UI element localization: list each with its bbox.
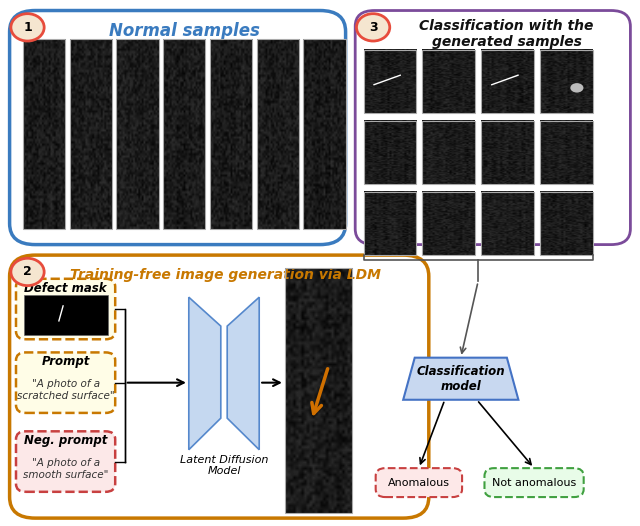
Bar (163, 39, 205, 229)
Text: Prompt: Prompt (42, 356, 90, 368)
Bar (285, 268, 352, 513)
Bar (422, 192, 475, 255)
Text: 3: 3 (369, 21, 378, 34)
Text: Latent Diffusion
Model: Latent Diffusion Model (180, 454, 268, 477)
Text: Classification
model: Classification model (417, 365, 505, 393)
Bar (364, 121, 416, 184)
Text: 1: 1 (23, 21, 32, 34)
Bar (481, 192, 534, 255)
Circle shape (11, 258, 44, 286)
Bar (422, 50, 475, 113)
FancyBboxPatch shape (10, 255, 429, 518)
Polygon shape (403, 358, 518, 400)
Bar (422, 121, 475, 184)
Bar (70, 39, 112, 229)
Text: "A photo of a
scratched surface": "A photo of a scratched surface" (17, 379, 115, 401)
Bar (481, 50, 534, 113)
Bar (364, 50, 416, 113)
Bar (303, 39, 346, 229)
Bar (540, 192, 593, 255)
Text: Neg. prompt: Neg. prompt (24, 434, 108, 447)
Text: Training-free image generation via LDM: Training-free image generation via LDM (70, 268, 381, 282)
Text: Defect mask: Defect mask (24, 282, 107, 295)
Text: Anomalous: Anomalous (388, 478, 450, 488)
Polygon shape (189, 297, 221, 450)
Text: Normal samples: Normal samples (109, 22, 259, 39)
Bar (210, 39, 252, 229)
Bar (24, 295, 108, 335)
Text: Not anomalous: Not anomalous (492, 478, 576, 488)
Bar (540, 50, 593, 113)
Bar (364, 192, 416, 255)
FancyBboxPatch shape (10, 11, 346, 245)
FancyBboxPatch shape (484, 468, 584, 497)
Bar (257, 39, 299, 229)
Text: 2: 2 (23, 266, 32, 278)
Text: Classification with the
generated samples: Classification with the generated sample… (419, 19, 594, 49)
Bar (540, 121, 593, 184)
Bar (23, 39, 65, 229)
FancyBboxPatch shape (16, 431, 115, 492)
FancyBboxPatch shape (16, 279, 115, 339)
FancyBboxPatch shape (355, 11, 630, 245)
Polygon shape (227, 297, 259, 450)
Ellipse shape (570, 83, 584, 93)
FancyBboxPatch shape (16, 352, 115, 413)
Bar (481, 121, 534, 184)
Circle shape (11, 14, 44, 41)
FancyBboxPatch shape (376, 468, 462, 497)
Circle shape (356, 14, 390, 41)
Text: "A photo of a
smooth surface": "A photo of a smooth surface" (23, 458, 108, 480)
Bar (116, 39, 159, 229)
